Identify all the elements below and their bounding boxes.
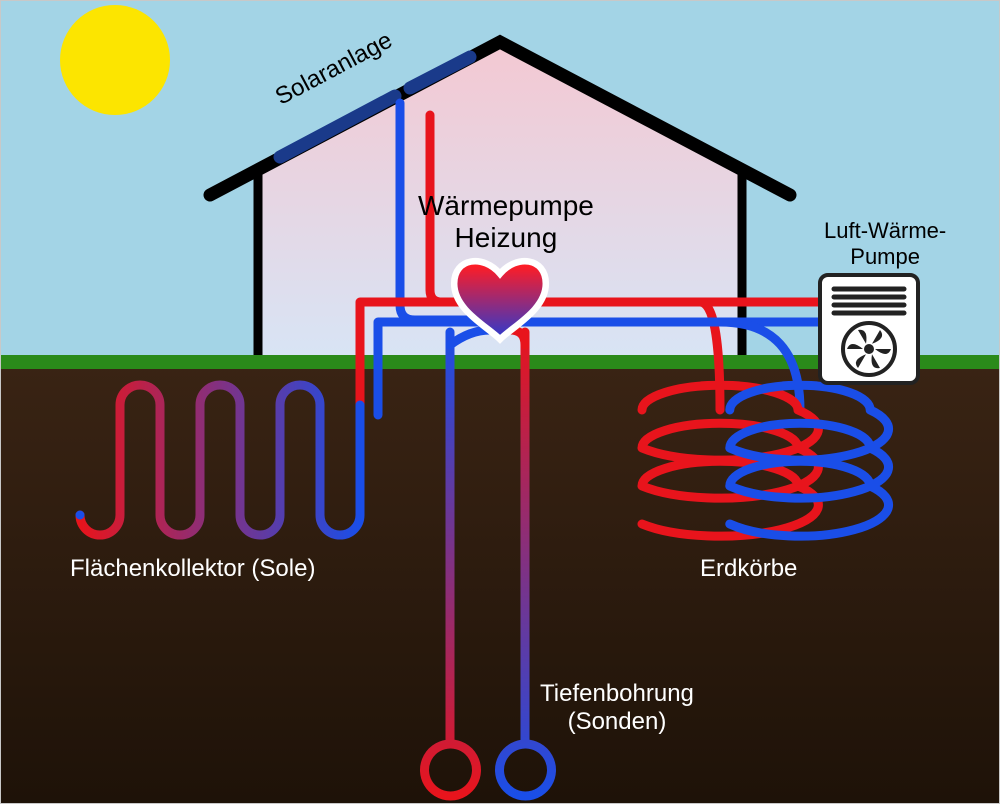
diagram-svg xyxy=(0,0,1000,804)
label-erdkoerbe: Erdkörbe xyxy=(700,555,797,583)
label-waermepumpe: Wärmepumpe Heizung xyxy=(418,190,594,254)
label-tiefenbohrung: Tiefenbohrung (Sonden) xyxy=(540,680,694,736)
label-flaechenkollektor: Flächenkollektor (Sole) xyxy=(70,555,315,583)
diagram-stage: Solaranlage Wärmepumpe Heizung Luft-Wärm… xyxy=(0,0,1000,804)
air-heat-pump-icon xyxy=(820,275,918,383)
label-luft-waerme-pumpe: Luft-Wärme- Pumpe xyxy=(824,218,946,270)
sun-icon xyxy=(60,5,170,115)
